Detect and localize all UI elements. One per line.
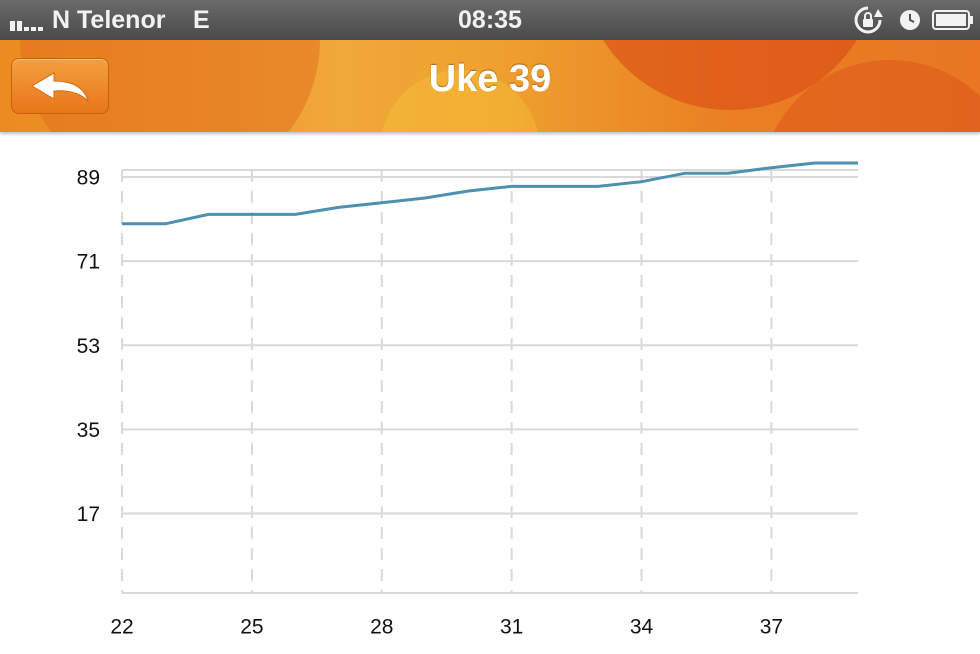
- y-tick-label: 35: [77, 419, 100, 442]
- rotation-lock-icon: [854, 6, 883, 34]
- carrier-name: N Telenor: [52, 6, 166, 34]
- battery-icon: [932, 10, 973, 30]
- line-chart: 17 35 53 71 89 22 25 28 31 34 37: [77, 161, 858, 639]
- x-tick-label: 37: [760, 616, 783, 639]
- series-line: [122, 161, 858, 226]
- clock-time: 08:35: [458, 6, 522, 34]
- x-tick-label: 34: [630, 616, 654, 639]
- back-arrow-icon: [31, 72, 90, 103]
- x-tick-label: 25: [240, 616, 263, 639]
- y-tick-label: 89: [77, 167, 100, 190]
- page-title: Uke 39: [428, 58, 552, 100]
- y-tick-label: 53: [77, 335, 100, 358]
- x-tick-label: 31: [500, 616, 523, 639]
- back-button[interactable]: [11, 58, 109, 114]
- status-bar: N Telenor E 08:35: [0, 0, 980, 40]
- y-tick-label: 71: [77, 251, 100, 274]
- y-tick-label: 17: [77, 503, 100, 526]
- alarm-icon: [900, 10, 920, 30]
- x-tick-label: 22: [110, 616, 133, 639]
- x-tick-label: 28: [370, 616, 393, 639]
- navigation-bar: Uke 39: [0, 40, 980, 132]
- signal-icon: [10, 21, 43, 31]
- network-type: E: [193, 6, 210, 34]
